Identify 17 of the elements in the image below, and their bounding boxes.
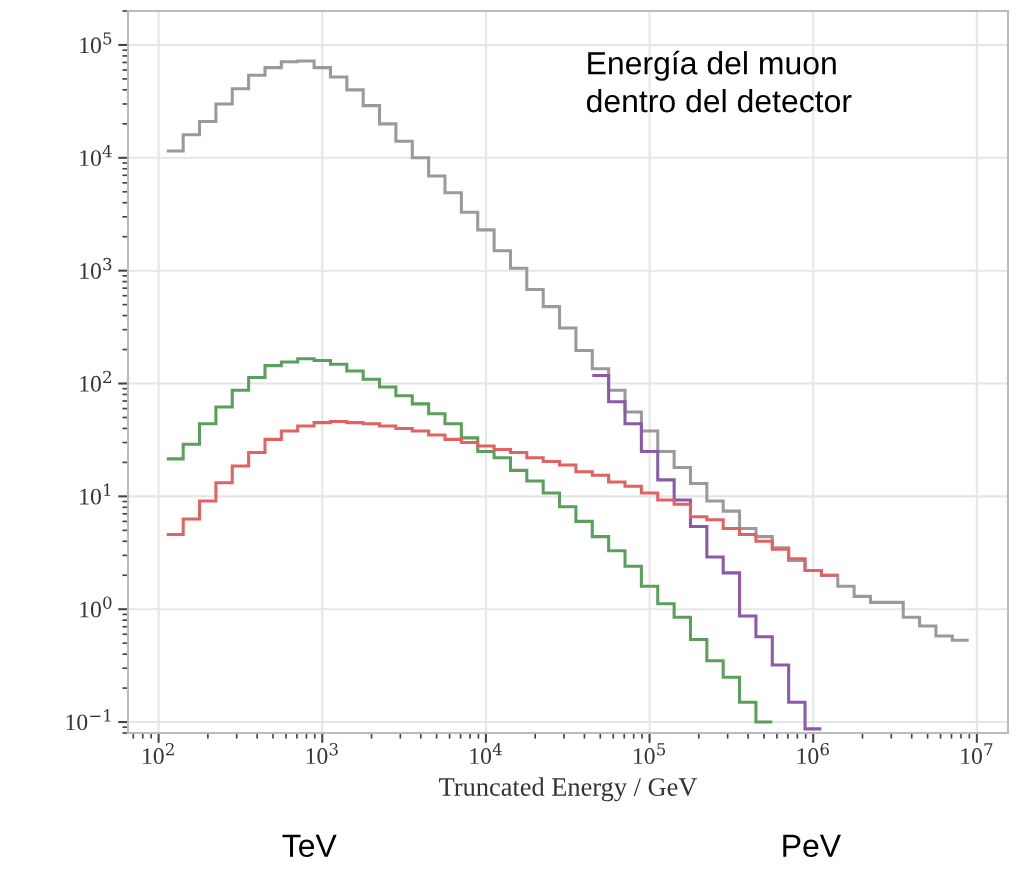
x-tick-label: 10$^{6}$ xyxy=(797,742,829,765)
y-tick-label: 10$^{0}$ xyxy=(80,596,112,618)
text: PeV xyxy=(783,834,841,858)
x-tick-label: 10$^{7}$ xyxy=(961,743,993,765)
x-tick-label: 10$^{2}$ xyxy=(143,742,174,765)
text: TeV xyxy=(282,834,337,858)
y-tick-label: 10$^{2}$ xyxy=(80,370,111,392)
x-tick-label: 10$^{5}$ xyxy=(634,743,666,765)
y-tick-label: 10$^{3}$ xyxy=(80,257,112,279)
x-tick-label: 10$^{4}$ xyxy=(470,742,502,765)
annotation: Energía del muon dentro del detector xyxy=(586,50,852,113)
y-tick-label: 10$^{4}$ xyxy=(80,145,112,167)
x-tick-label: 10$^{3}$ xyxy=(306,742,338,765)
y-tick-label: 10$^{5}$ xyxy=(80,32,112,54)
x-axis-title: Truncated Energy / GeV xyxy=(439,777,698,802)
y-tick-label: 10$^{−1}$ xyxy=(66,709,111,731)
y-tick-label: 10$^{1}$ xyxy=(80,483,111,505)
